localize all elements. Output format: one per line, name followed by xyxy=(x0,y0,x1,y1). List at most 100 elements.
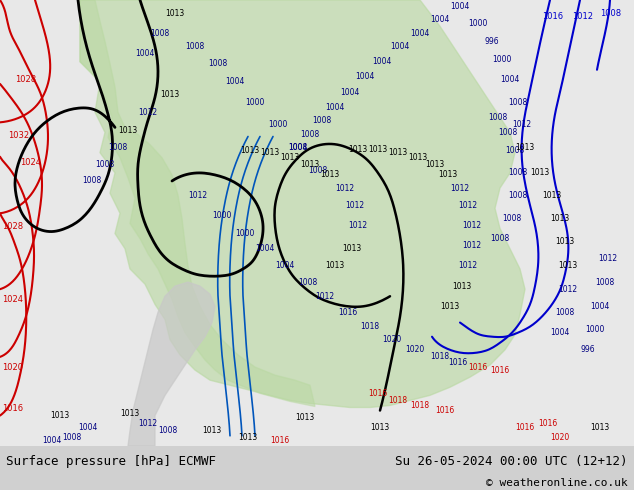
Text: 1013: 1013 xyxy=(165,9,184,18)
Text: 1024: 1024 xyxy=(20,158,41,167)
Text: 1004: 1004 xyxy=(256,244,275,253)
Text: 1013: 1013 xyxy=(280,153,300,162)
Text: 1012: 1012 xyxy=(559,285,578,294)
Text: 1020: 1020 xyxy=(550,433,569,442)
Text: 1000: 1000 xyxy=(585,325,605,334)
Text: 1013: 1013 xyxy=(542,191,562,199)
Text: 1020: 1020 xyxy=(405,345,425,354)
Text: 1016: 1016 xyxy=(339,308,358,317)
Text: 1000: 1000 xyxy=(493,55,512,64)
Text: 1024: 1024 xyxy=(2,295,23,304)
Text: 1004: 1004 xyxy=(135,49,155,58)
Text: 1012: 1012 xyxy=(138,419,158,428)
Text: 1013: 1013 xyxy=(370,423,390,432)
Text: 1008: 1008 xyxy=(82,176,101,186)
Text: 1013: 1013 xyxy=(559,262,578,270)
Text: 1012: 1012 xyxy=(138,108,158,117)
Text: 1004: 1004 xyxy=(42,436,61,445)
Text: 1000: 1000 xyxy=(212,211,231,220)
Text: 1004: 1004 xyxy=(450,1,470,11)
Text: 1013: 1013 xyxy=(590,423,610,432)
Text: 1013: 1013 xyxy=(202,426,222,435)
Text: 1013: 1013 xyxy=(120,409,139,418)
Text: 1008: 1008 xyxy=(488,113,508,122)
Text: Surface pressure [hPa] ECMWF: Surface pressure [hPa] ECMWF xyxy=(6,455,216,468)
Text: 1008: 1008 xyxy=(490,234,510,243)
Text: 1020: 1020 xyxy=(2,363,23,372)
Text: 1012: 1012 xyxy=(462,241,482,250)
Text: 1013: 1013 xyxy=(342,244,361,253)
Text: 1016: 1016 xyxy=(542,12,563,21)
Text: 1004: 1004 xyxy=(550,328,570,337)
Text: 1028: 1028 xyxy=(15,75,36,84)
Text: 1012: 1012 xyxy=(458,201,477,210)
Text: 1012: 1012 xyxy=(450,184,470,193)
Polygon shape xyxy=(80,0,525,408)
Text: 1013: 1013 xyxy=(438,171,458,179)
Text: 1000: 1000 xyxy=(268,120,288,129)
Text: 1004: 1004 xyxy=(391,42,410,51)
Text: 1004: 1004 xyxy=(79,423,98,432)
Text: 1008: 1008 xyxy=(150,29,170,38)
Text: 1008: 1008 xyxy=(508,98,527,107)
Text: Su 26-05-2024 00:00 UTC (12+12): Su 26-05-2024 00:00 UTC (12+12) xyxy=(395,455,628,468)
Text: 1004: 1004 xyxy=(288,143,307,152)
Text: 1008: 1008 xyxy=(555,308,574,317)
Text: 1013: 1013 xyxy=(531,169,550,177)
Text: 1016: 1016 xyxy=(368,389,387,398)
Text: 1013: 1013 xyxy=(238,433,257,442)
Text: 1012: 1012 xyxy=(335,184,354,193)
Text: 1018: 1018 xyxy=(410,401,430,410)
Text: 1000: 1000 xyxy=(245,98,264,107)
Text: 1032: 1032 xyxy=(8,130,29,140)
Text: 1008: 1008 xyxy=(498,128,517,137)
Text: 1004: 1004 xyxy=(430,15,450,24)
Text: 1012: 1012 xyxy=(458,262,477,270)
Text: 1013: 1013 xyxy=(261,148,280,157)
Text: 1013: 1013 xyxy=(389,148,408,157)
Text: 996: 996 xyxy=(581,345,595,354)
Text: 1008: 1008 xyxy=(600,9,621,18)
Text: 1013: 1013 xyxy=(325,262,345,270)
Polygon shape xyxy=(80,0,315,407)
Text: 1013: 1013 xyxy=(119,126,138,135)
Text: 1013: 1013 xyxy=(550,214,569,223)
Text: 1000: 1000 xyxy=(469,19,488,28)
Text: 1013: 1013 xyxy=(453,282,472,291)
Text: 1008: 1008 xyxy=(299,278,318,287)
Text: 1012: 1012 xyxy=(512,120,531,129)
Text: 1008: 1008 xyxy=(508,169,527,177)
Text: 1013: 1013 xyxy=(425,160,444,170)
Text: 1004: 1004 xyxy=(590,302,610,311)
Text: 1018: 1018 xyxy=(361,322,380,331)
Text: 1013: 1013 xyxy=(301,160,320,170)
Text: 1008: 1008 xyxy=(502,214,522,223)
Text: 1004: 1004 xyxy=(225,77,245,86)
Text: © weatheronline.co.uk: © weatheronline.co.uk xyxy=(486,478,628,489)
Text: 1004: 1004 xyxy=(372,57,392,66)
Text: 1012: 1012 xyxy=(572,12,593,21)
Text: 1013: 1013 xyxy=(555,237,574,246)
Text: 1013: 1013 xyxy=(240,146,260,155)
Text: 1016: 1016 xyxy=(515,423,534,432)
Text: 1013: 1013 xyxy=(50,411,70,420)
Text: 1012: 1012 xyxy=(316,292,335,301)
Text: 1012: 1012 xyxy=(349,221,368,230)
Text: 1008: 1008 xyxy=(62,433,82,442)
Text: 1016: 1016 xyxy=(538,419,558,428)
Text: 1013: 1013 xyxy=(348,145,368,154)
Text: 1008: 1008 xyxy=(313,116,332,125)
Text: 1018: 1018 xyxy=(430,352,450,362)
Text: 1012: 1012 xyxy=(346,201,365,210)
Text: 1008: 1008 xyxy=(308,167,328,175)
Text: 1008: 1008 xyxy=(185,42,205,51)
Text: 1013: 1013 xyxy=(320,171,340,179)
Text: 1013: 1013 xyxy=(160,90,179,98)
Text: 1016: 1016 xyxy=(490,366,510,374)
Text: 1016: 1016 xyxy=(2,403,23,413)
Text: 1004: 1004 xyxy=(355,73,375,81)
Text: 1008: 1008 xyxy=(288,143,307,152)
Text: 1013: 1013 xyxy=(515,143,534,152)
Text: 1004: 1004 xyxy=(340,88,359,97)
Text: 1016: 1016 xyxy=(436,406,455,415)
